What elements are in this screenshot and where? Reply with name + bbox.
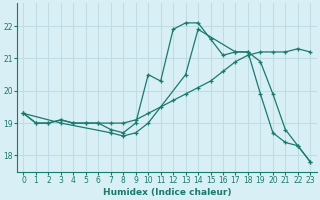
X-axis label: Humidex (Indice chaleur): Humidex (Indice chaleur) [103, 188, 231, 197]
